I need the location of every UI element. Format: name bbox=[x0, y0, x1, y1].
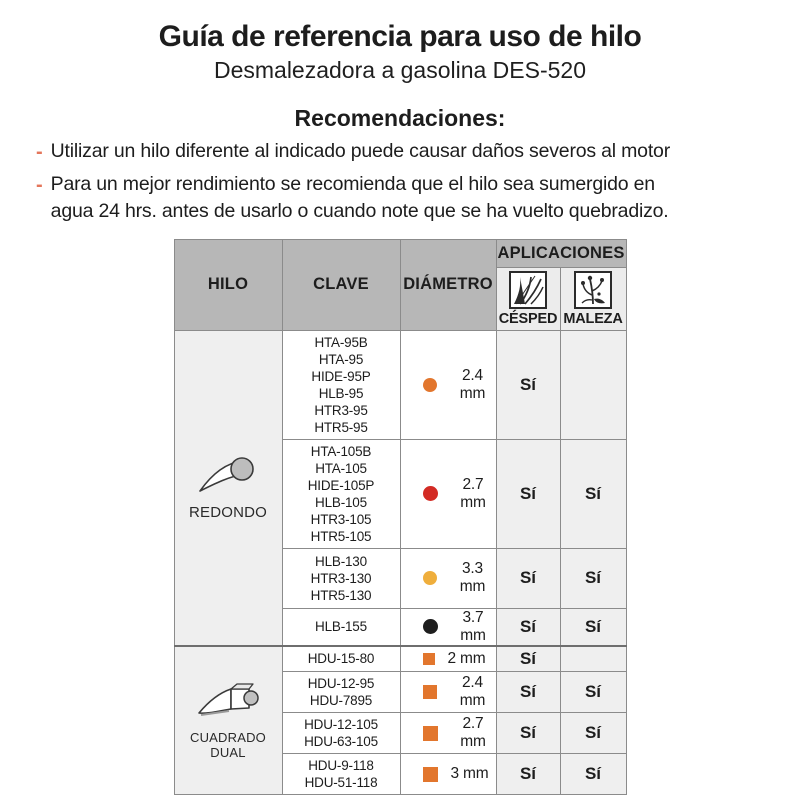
diametro-cell: 2.4 mm bbox=[399, 671, 497, 714]
diameter-value: 2.7 mm bbox=[460, 475, 486, 511]
diameter-marker-circle-icon bbox=[422, 619, 438, 635]
hilo-type-label: CUADRADO DUAL bbox=[190, 730, 266, 761]
diameter-value: 3 mm bbox=[450, 765, 489, 783]
recommendation-text: Para un mejor rendimiento se recomienda … bbox=[50, 173, 669, 223]
cesped-value-cell: Sí bbox=[495, 438, 561, 549]
maleza-value-cell: Sí bbox=[559, 547, 627, 609]
grass-icon bbox=[509, 270, 547, 309]
table-row: HDU-9-118 HDU-51-118 3 mm Sí Sí bbox=[174, 753, 627, 796]
clave-cell: HTA-105B HTA-105 HIDE-105P HLB-105 HTR3-… bbox=[281, 438, 401, 549]
table-header-row-top: HILO CLAVE DIÁMETRO APLICACIONES bbox=[173, 238, 627, 331]
diameter-marker-square-icon bbox=[422, 685, 437, 700]
diameter-marker-square-icon bbox=[422, 652, 435, 665]
clave-cell: HTA-95B HTA-95 HIDE-95P HLB-95 HTR3-95 H… bbox=[281, 329, 401, 440]
table-row: HTA-105B HTA-105 HIDE-105P HLB-105 HTR3-… bbox=[174, 438, 627, 549]
cesped-value-cell: Sí bbox=[495, 712, 561, 755]
table-row: CUADRADO DUAL HDU-15-80 2 mm Sí bbox=[173, 644, 627, 796]
square-dual-line-icon bbox=[193, 680, 263, 724]
recommendations-heading: Recomendaciones: bbox=[294, 105, 506, 131]
diametro-cell: 3 mm bbox=[399, 753, 497, 796]
clave-cell: HDU-15-80 bbox=[281, 644, 401, 673]
table-header-row-sub: CÉSPED bbox=[174, 266, 627, 331]
diameter-value: 2.7 mm bbox=[460, 715, 486, 751]
diametro-cell: 2.4 mm bbox=[399, 329, 497, 440]
diameter-marker-circle-icon bbox=[422, 486, 438, 502]
maleza-value-cell: Sí bbox=[559, 712, 627, 755]
diameter-marker-circle-icon bbox=[422, 377, 437, 392]
maleza-value-cell: Sí bbox=[559, 753, 627, 796]
col-header-aplicaciones: APLICACIONES bbox=[495, 238, 627, 268]
bullet-dash-icon: - bbox=[36, 141, 43, 163]
cesped-value-cell: Sí bbox=[495, 671, 561, 714]
reference-table: HILO CLAVE DIÁMETRO APLICACIONES bbox=[173, 238, 627, 796]
clave-cell: HDU-12-95 HDU-7895 bbox=[281, 671, 401, 714]
table-row: HDU-12-105 HDU-63-105 2.7 mm Sí Sí bbox=[174, 712, 627, 755]
recommendations-list: - Utilizar un hilo diferente al indicado … bbox=[0, 138, 800, 226]
recommendation-item: - Para un mejor rendimiento se recomienda… bbox=[36, 171, 770, 226]
col-header-hilo: HILO bbox=[173, 238, 283, 331]
maleza-label: MALEZA bbox=[563, 310, 623, 327]
hilo-type-cell-redondo: REDONDO bbox=[173, 329, 283, 647]
maleza-value-cell bbox=[559, 329, 627, 440]
diameter-value: 2.4 mm bbox=[459, 674, 486, 710]
diametro-cell: 2.7 mm bbox=[399, 712, 497, 755]
maleza-value-cell bbox=[559, 644, 627, 673]
clave-cell: HDU-12-105 HDU-63-105 bbox=[281, 712, 401, 755]
col-header-diametro: DIÁMETRO bbox=[399, 238, 497, 331]
hilo-type-label: REDONDO bbox=[188, 504, 268, 522]
col-header-maleza: MALEZA bbox=[559, 266, 627, 331]
clave-cell: HLB-155 bbox=[281, 607, 401, 647]
page-title: Guía de referencia para uso de hilo bbox=[158, 20, 642, 53]
table-row: REDONDO HTA-95B HTA-95 HIDE-95P HLB-95 HT… bbox=[173, 329, 627, 647]
col-header-clave: CLAVE bbox=[281, 238, 401, 331]
bullet-dash-icon: - bbox=[36, 174, 43, 196]
cesped-value-cell: Sí bbox=[495, 329, 561, 440]
diameter-value: 3.3 mm bbox=[459, 560, 486, 596]
table-body: REDONDO HTA-95B HTA-95 HIDE-95P HLB-95 HT… bbox=[173, 329, 627, 796]
maleza-value-cell: Sí bbox=[559, 438, 627, 549]
diameter-value: 2.4 mm bbox=[459, 366, 486, 402]
diametro-cell: 2.7 mm bbox=[399, 438, 497, 549]
col-header-cesped: CÉSPED bbox=[495, 266, 561, 331]
table-header: HILO CLAVE DIÁMETRO APLICACIONES bbox=[173, 238, 627, 331]
recommendation-item: - Utilizar un hilo diferente al indicado … bbox=[36, 138, 770, 166]
maleza-value-cell: Sí bbox=[559, 671, 627, 714]
diametro-cell: 3.3 mm bbox=[399, 547, 497, 609]
cesped-label: CÉSPED bbox=[498, 310, 558, 327]
cesped-value-cell: Sí bbox=[495, 753, 561, 796]
diameter-value: 3.7 mm bbox=[460, 608, 486, 644]
maleza-value-cell: Sí bbox=[559, 607, 627, 647]
cesped-value-cell: Sí bbox=[495, 547, 561, 609]
clave-cell: HDU-9-118 HDU-51-118 bbox=[281, 753, 401, 796]
diameter-marker-circle-icon bbox=[422, 571, 437, 586]
cesped-value-cell: Sí bbox=[495, 607, 561, 647]
table-row: HLB-130 HTR3-130 HTR5-130 3.3 mm Sí Sí bbox=[174, 547, 627, 609]
recommendation-text: Utilizar un hilo diferente al indicado p… bbox=[50, 140, 671, 162]
diameter-value: 2 mm bbox=[447, 649, 486, 667]
hilo-type-cell-cuadrado-dual: CUADRADO DUAL bbox=[173, 644, 283, 796]
table-row: HDU-12-95 HDU-7895 2.4 mm Sí Sí bbox=[174, 671, 627, 714]
round-line-icon bbox=[193, 454, 263, 498]
cesped-value-cell: Sí bbox=[495, 644, 561, 673]
diametro-cell: 3.7 mm bbox=[399, 607, 497, 647]
diameter-marker-square-icon bbox=[422, 725, 438, 741]
page-subtitle: Desmalezadora a gasolina DES-520 bbox=[213, 57, 587, 83]
clave-cell: HLB-130 HTR3-130 HTR5-130 bbox=[281, 547, 401, 609]
weed-icon bbox=[574, 270, 612, 309]
diameter-marker-square-icon bbox=[422, 766, 438, 782]
table-row: HLB-155 3.7 mm Sí Sí bbox=[174, 607, 627, 647]
diametro-cell: 2 mm bbox=[399, 644, 497, 673]
